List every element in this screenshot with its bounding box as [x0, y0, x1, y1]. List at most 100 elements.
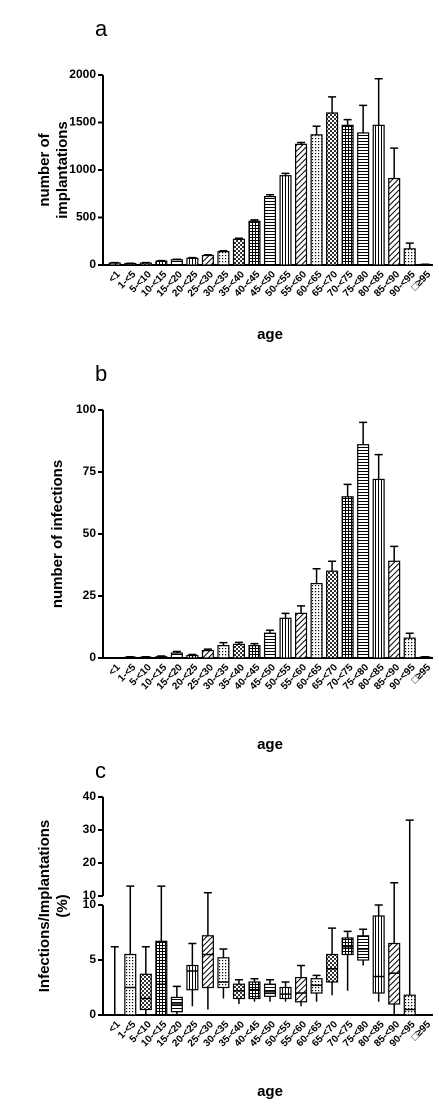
x-axis-title: age: [257, 736, 283, 753]
error-bar: [405, 242, 414, 249]
y-tick-label: 40: [83, 789, 97, 803]
bar: [186, 654, 199, 659]
error-bar: [203, 648, 212, 651]
bar: [279, 175, 292, 266]
error-bar: [157, 655, 166, 657]
error-bar: [297, 141, 306, 145]
error-bar: [266, 629, 274, 634]
x-axis-title: age: [257, 326, 283, 343]
bar: [201, 649, 214, 659]
y-axis-title: number of infections: [49, 460, 66, 608]
bar: [388, 560, 401, 659]
box: [403, 994, 416, 1016]
y-axis-title: implantations: [54, 121, 71, 219]
box: [139, 973, 152, 1011]
bar: [201, 254, 214, 266]
bar: [295, 143, 308, 266]
bar: [248, 220, 261, 266]
error-bar: [359, 104, 368, 133]
panel-label: b: [95, 361, 107, 386]
bar: [326, 112, 339, 266]
error-bar: [374, 453, 383, 480]
error-bar: [234, 237, 243, 240]
error-bar: [157, 259, 166, 262]
error-bar: [172, 650, 181, 654]
bar: [403, 637, 416, 659]
box: [263, 983, 277, 997]
error-bar: [250, 219, 259, 222]
bar: [232, 238, 245, 266]
error-bar: [343, 483, 352, 497]
box: [279, 986, 292, 1000]
box: [217, 957, 230, 989]
bar: [155, 656, 168, 659]
box: [372, 915, 385, 994]
y-tick-label: 100: [76, 402, 96, 416]
panel-label: c: [95, 758, 106, 783]
error-bar: [390, 545, 399, 562]
y-tick-label: 5: [89, 952, 96, 966]
y-axis-title: (%): [54, 894, 71, 917]
box: [357, 935, 370, 961]
y-tick-label: 75: [83, 464, 97, 478]
error-bar: [281, 172, 290, 176]
y-axis-title: number of: [36, 132, 53, 206]
error-bar: [281, 612, 290, 619]
y-tick-label: 20: [83, 855, 97, 869]
bar: [232, 643, 245, 659]
box: [186, 964, 199, 991]
error-bar: [266, 193, 274, 197]
error-bar: [219, 641, 228, 646]
y-tick-label: 1000: [69, 162, 96, 176]
error-bar: [203, 253, 212, 256]
bar: [217, 251, 230, 266]
error-bar: [297, 605, 306, 614]
bar: [170, 259, 183, 266]
bar: [279, 617, 292, 659]
error-bar: [188, 256, 197, 259]
bar: [341, 124, 354, 266]
y-tick-label: 10: [83, 888, 97, 902]
y-tick-label: 0: [89, 1007, 96, 1021]
error-bar: [188, 653, 197, 656]
error-bar: [343, 118, 352, 126]
y-tick-label: 0: [89, 650, 96, 664]
box: [201, 935, 214, 989]
error-bar: [312, 567, 321, 584]
bar: [155, 260, 168, 266]
y-tick-label: 500: [76, 210, 96, 224]
y-tick-label: 2000: [69, 67, 96, 81]
x-axis-title: age: [257, 1083, 283, 1100]
bar: [263, 196, 277, 266]
panel-label: a: [95, 16, 108, 41]
bar: [341, 496, 354, 659]
y-tick-label: 25: [83, 588, 97, 602]
y-tick-label: 0: [89, 257, 96, 271]
bar: [263, 632, 277, 659]
bar: [186, 257, 199, 266]
bar: [170, 652, 183, 659]
error-bar: [405, 632, 414, 639]
error-bar: [328, 560, 337, 572]
box: [155, 940, 168, 1016]
y-tick-label: 50: [83, 526, 97, 540]
bar: [139, 262, 152, 266]
error-bar: [172, 258, 181, 260]
bar: [357, 132, 370, 266]
error-bar: [250, 642, 259, 646]
bar: [403, 248, 416, 266]
bar: [388, 177, 401, 266]
error-bar: [328, 96, 337, 113]
box: [295, 976, 308, 1003]
y-tick-label: 1500: [69, 115, 96, 129]
bar: [295, 612, 308, 659]
bar: [108, 262, 121, 266]
error-bar: [374, 78, 383, 126]
bar: [372, 478, 385, 659]
error-bar: [359, 421, 368, 445]
error-bar: [219, 250, 228, 252]
box: [124, 953, 137, 1016]
y-tick-label: 10: [83, 897, 97, 911]
error-bar: [234, 641, 243, 645]
